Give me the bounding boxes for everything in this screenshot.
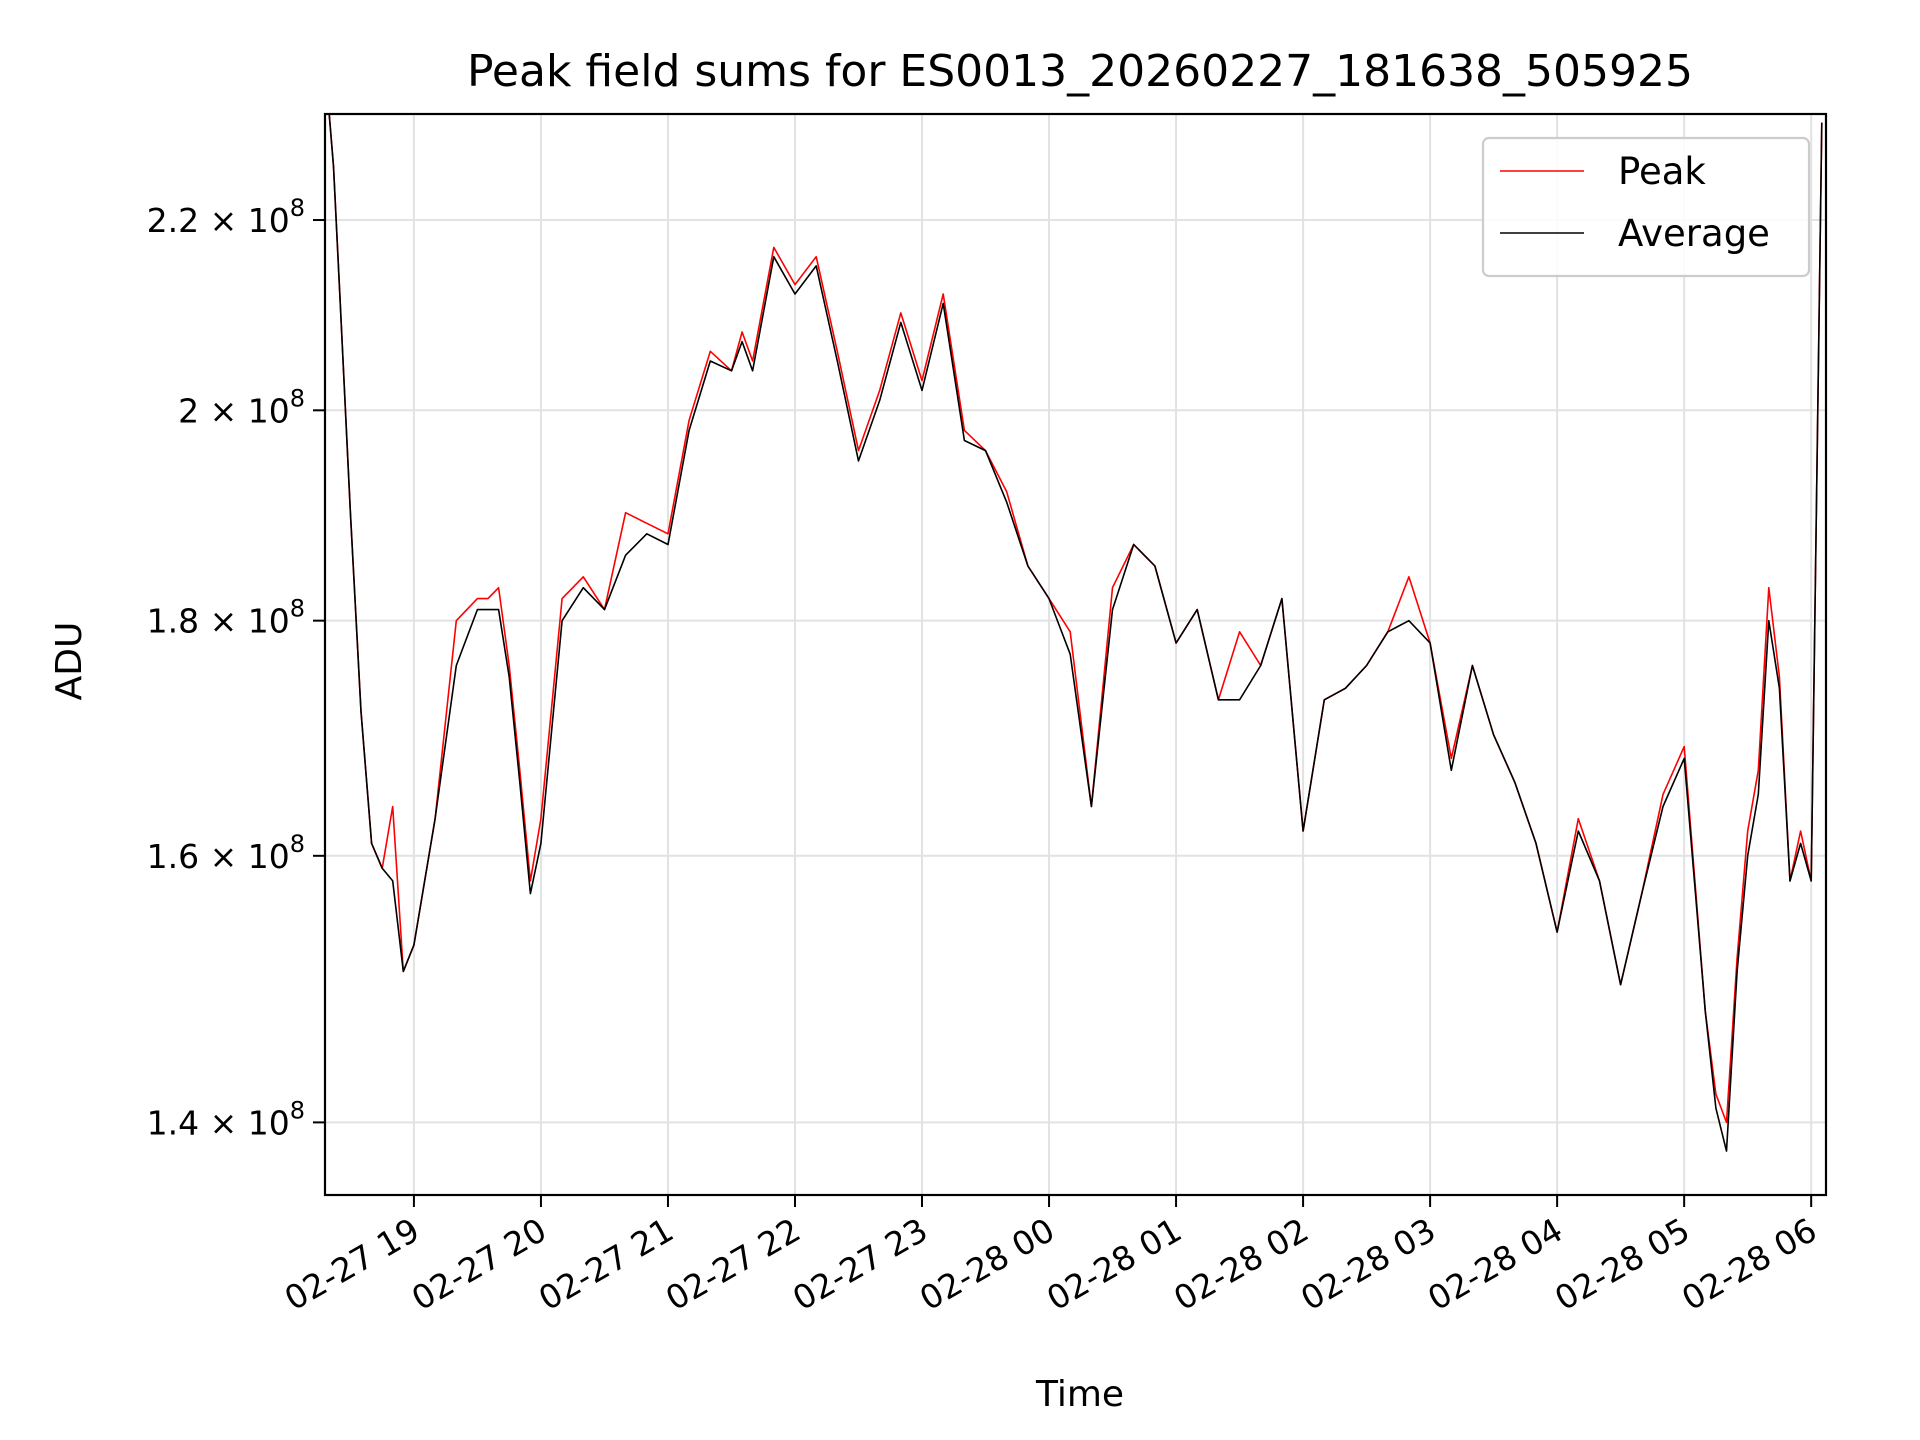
plot-frame [323,112,1828,1197]
legend-peak-label: Peak [1618,150,1706,193]
grid [325,114,1826,1195]
y-axis: 1.4 × 108 1.6 × 108 1.8 × 108 2 × 108 2.2 × … [147,194,325,1142]
y-tick-label: 2 × 108 [178,384,305,430]
x-axis-label: Time [1035,1374,1124,1415]
y-tick-label: 1.6 × 108 [147,830,305,876]
y-axis-label: ADU [49,622,90,701]
legend: Peak Average [1481,136,1811,278]
y-tick-label: 1.4 × 108 [147,1096,305,1142]
legend-box [1481,136,1811,278]
y-tick-label: 1.8 × 108 [147,595,305,641]
legend-average-label: Average [1618,212,1770,255]
y-tick-label: 2.2 × 108 [147,194,305,240]
chart-title: Peak field sums for ES0013_20260227_1816… [467,46,1693,97]
series-layer [328,114,1823,1152]
series-line-average [328,114,1823,1152]
